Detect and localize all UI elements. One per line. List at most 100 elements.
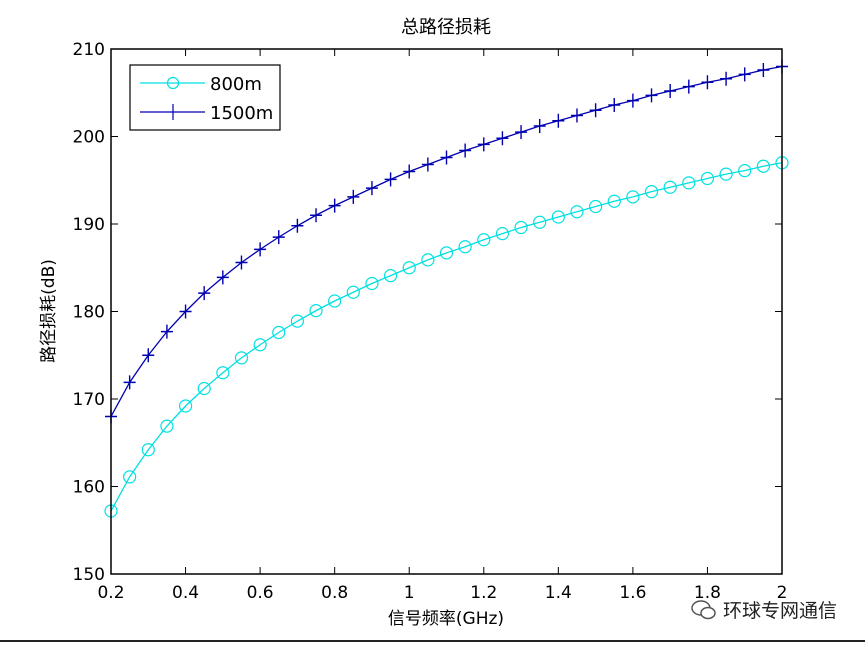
data-point-1500m <box>291 218 304 233</box>
legend-label-800m: 800m <box>210 74 262 95</box>
data-point-1500m <box>123 375 136 390</box>
data-point-800m <box>421 253 435 267</box>
data-point-800m <box>738 164 752 178</box>
data-point-1500m <box>701 75 714 90</box>
legend-marker-800m <box>166 76 180 90</box>
data-point-1500m <box>328 198 341 213</box>
data-point-800m <box>495 227 510 241</box>
wechat-icon <box>691 599 716 619</box>
x-tick-label: 1.6 <box>619 583 646 603</box>
data-point-800m <box>439 246 454 260</box>
data-point-1500m <box>160 324 173 339</box>
x-tick-label: 0.4 <box>172 583 199 603</box>
chart-title: 总路径损耗 <box>401 17 491 38</box>
data-point-1500m <box>477 137 490 152</box>
data-point-1500m <box>626 93 639 108</box>
data-point-800m <box>458 240 472 254</box>
data-point-800m <box>160 419 174 433</box>
y-tick-label: 170 <box>73 390 105 410</box>
x-tick-label: 0.6 <box>247 583 274 603</box>
plot-area <box>110 48 783 575</box>
x-tick-label: 1.4 <box>545 583 572 603</box>
data-point-1500m <box>440 150 453 165</box>
data-point-800m <box>309 304 323 318</box>
y-tick-label: 200 <box>73 128 105 148</box>
data-point-1500m <box>496 131 509 146</box>
data-point-1500m <box>142 348 155 363</box>
x-tick-label: 1 <box>404 583 415 603</box>
data-point-800m <box>644 185 659 199</box>
data-point-800m <box>328 294 342 308</box>
y-tick-label: 190 <box>73 215 105 235</box>
data-point-1500m <box>179 304 192 319</box>
y-axis-label: 路径损耗(dB) <box>39 259 59 363</box>
data-point-1500m <box>198 286 211 301</box>
data-point-1500m <box>310 208 323 223</box>
data-point-1500m <box>570 108 583 123</box>
y-tick-label: 150 <box>73 565 105 585</box>
data-point-1500m <box>515 125 528 140</box>
watermark: 环球专网通信 <box>691 596 837 623</box>
legend-box <box>129 64 281 131</box>
y-tick-label: 160 <box>73 478 105 498</box>
data-point-800m <box>589 199 603 214</box>
data-point-800m <box>663 180 677 194</box>
data-point-1500m <box>664 84 677 98</box>
data-point-800m <box>272 325 286 340</box>
data-point-1500m <box>403 164 416 179</box>
data-point-1500m <box>552 113 565 128</box>
data-point-800m <box>346 285 360 299</box>
series-line-800m <box>110 162 783 512</box>
data-point-800m <box>123 470 137 484</box>
data-point-800m <box>682 176 696 190</box>
data-point-800m <box>253 338 267 352</box>
data-point-800m <box>626 190 640 204</box>
data-point-800m <box>551 210 565 224</box>
data-point-1500m <box>254 242 267 257</box>
data-point-1500m <box>589 103 602 118</box>
data-point-800m <box>178 399 193 413</box>
data-point-1500m <box>533 119 546 133</box>
watermark-text: 环球专网通信 <box>722 600 837 622</box>
data-point-1500m <box>459 143 472 158</box>
x-axis-label: 信号频率(GHz) <box>388 609 504 629</box>
legend: 800m 1500m <box>129 64 281 131</box>
data-point-1500m <box>682 79 695 94</box>
data-point-800m <box>141 443 155 457</box>
data-point-800m <box>607 194 621 208</box>
y-tick-label: 180 <box>73 303 105 323</box>
data-point-1500m <box>645 88 658 103</box>
x-tick-label: 1.2 <box>470 583 497 603</box>
data-point-800m <box>197 381 211 396</box>
data-point-800m <box>365 276 379 291</box>
legend-label-1500m: 1500m <box>210 103 273 124</box>
x-tick-label: 1.8 <box>694 583 721 603</box>
data-point-1500m <box>421 157 434 172</box>
data-point-1500m <box>365 181 378 196</box>
x-tick-label: 0.8 <box>321 583 348 603</box>
data-point-800m <box>719 167 733 181</box>
data-point-1500m <box>608 98 621 112</box>
data-point-800m <box>216 366 230 380</box>
x-tick-label: 2 <box>777 583 788 603</box>
data-point-1500m <box>235 255 248 270</box>
x-tick-label: 0.2 <box>97 583 124 603</box>
data-point-800m <box>514 220 528 235</box>
data-point-800m <box>290 314 304 328</box>
data-point-1500m <box>720 71 733 86</box>
y-tick-label: 210 <box>73 40 105 60</box>
bottom-divider <box>0 640 865 642</box>
data-point-800m <box>234 351 249 365</box>
data-point-800m <box>477 233 491 247</box>
data-point-800m <box>570 205 584 219</box>
data-point-1500m <box>384 172 397 187</box>
data-point-1500m <box>216 270 229 285</box>
data-point-800m <box>756 159 770 173</box>
data-point-1500m <box>347 189 360 204</box>
data-point-1500m <box>272 230 285 245</box>
data-point-1500m <box>757 63 770 77</box>
data-point-800m <box>533 215 547 229</box>
data-point-800m <box>383 269 398 283</box>
data-point-800m <box>402 261 416 275</box>
